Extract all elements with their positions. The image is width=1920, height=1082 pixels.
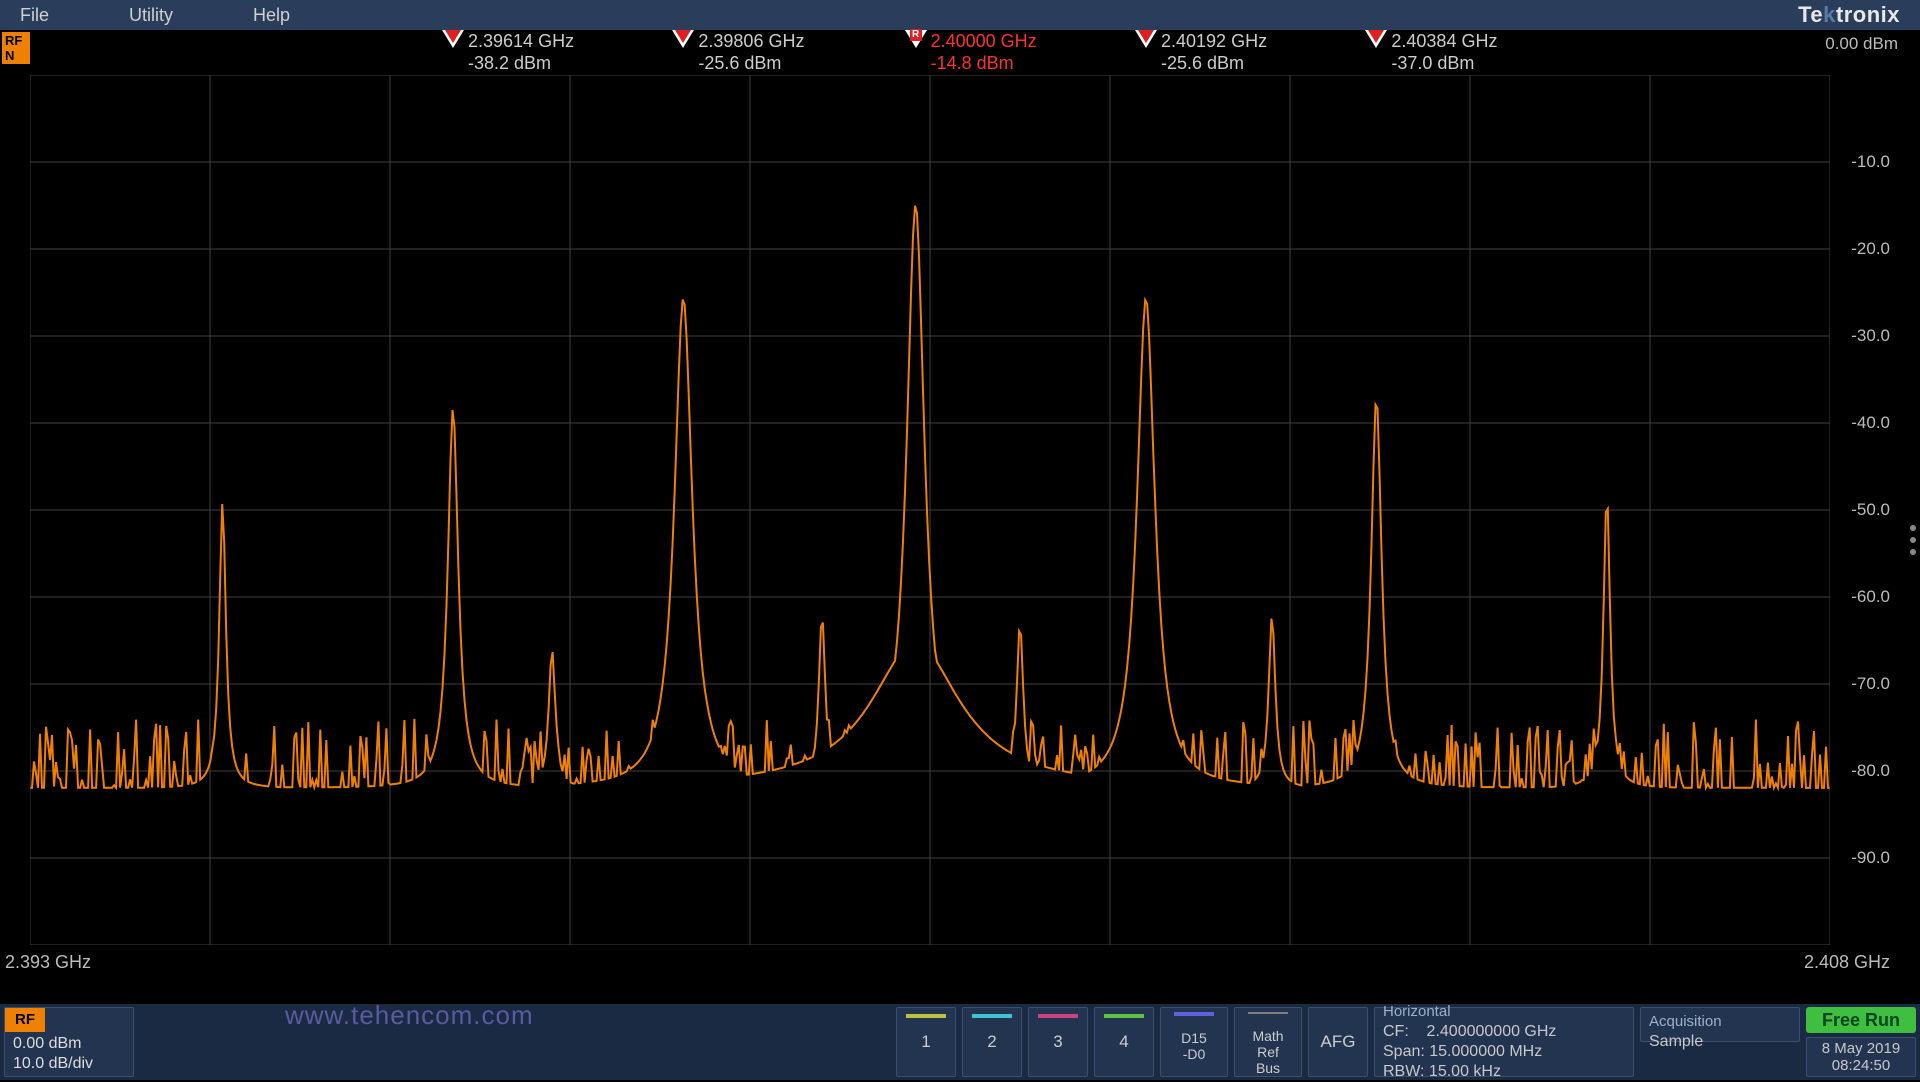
horizontal-span: Span: 15.000000 MHz [1383, 1042, 1625, 1062]
marker-freq: 2.40384 GHz [1391, 30, 1497, 52]
rf-panel[interactable]: RF 0.00 dBm 10.0 dB/div [4, 1007, 134, 1077]
y-tick-label: -50.0 [1851, 500, 1890, 520]
rf-badge-l2: N [5, 48, 27, 63]
spectrum-svg [30, 75, 1830, 945]
y-tick-label: -40.0 [1851, 413, 1890, 433]
channel-buttons: 1234D15-D0MathRefBusAFG [896, 1007, 1368, 1077]
rf-source-badge[interactable]: RF N [2, 32, 30, 64]
menu-file[interactable]: File [20, 5, 49, 26]
acquisition-panel[interactable]: Acquisition Sample [1640, 1007, 1800, 1042]
channel-button-4[interactable]: 4 [1094, 1007, 1154, 1077]
channel-button-7[interactable]: AFG [1308, 1007, 1368, 1077]
horizontal-panel[interactable]: Horizontal CF: 2.400000000 GHz Span: 15.… [1374, 1007, 1634, 1077]
marker-2[interactable]: 2.39806 GHz-25.6 dBm [683, 30, 883, 48]
side-handle-icon[interactable] [1910, 525, 1916, 555]
rf-tab: RF [5, 1008, 45, 1032]
y-tick-label: -10.0 [1851, 152, 1890, 172]
acquisition-title: Acquisition [1649, 1012, 1791, 1032]
channel-button-5[interactable]: D15-D0 [1160, 1007, 1228, 1077]
datetime-panel: 8 May 2019 08:24:50 [1806, 1037, 1916, 1077]
spectrum-plot[interactable]: -10.0-20.0-30.0-40.0-50.0-60.0-70.0-80.0… [30, 75, 1830, 945]
horizontal-rbw: RBW: 15.00 kHz [1383, 1062, 1625, 1082]
menu-utility[interactable]: Utility [129, 5, 173, 26]
menu-help[interactable]: Help [253, 5, 290, 26]
marker-1[interactable]: 2.39614 GHz-38.2 dBm [453, 30, 653, 48]
rf-div: 10.0 dB/div [13, 1054, 125, 1074]
marker-freq: 2.39806 GHz [698, 30, 804, 52]
date-text: 8 May 2019 [1817, 1040, 1905, 1057]
marker-amp: -37.0 dBm [1391, 52, 1497, 74]
channel-button-6[interactable]: MathRefBus [1234, 1007, 1302, 1077]
marker-5[interactable]: 2.40384 GHz-37.0 dBm [1376, 30, 1576, 48]
marker-amp: -25.6 dBm [698, 52, 804, 74]
y-tick-label: -20.0 [1851, 239, 1890, 259]
marker-amp: -14.8 dBm [931, 52, 1037, 74]
horizontal-cf: CF: 2.400000000 GHz [1383, 1022, 1625, 1042]
y-tick-label: -30.0 [1851, 326, 1890, 346]
y-tick-label: -60.0 [1851, 587, 1890, 607]
rf-ref: 0.00 dBm [13, 1034, 125, 1054]
x-axis-end: 2.408 GHz [1804, 952, 1890, 973]
channel-button-3[interactable]: 3 [1028, 1007, 1088, 1077]
marker-freq: 2.40000 GHz [931, 30, 1037, 52]
marker-4[interactable]: 2.40192 GHz-25.6 dBm [1146, 30, 1346, 48]
channel-button-2[interactable]: 2 [962, 1007, 1022, 1077]
time-text: 08:24:50 [1817, 1057, 1905, 1074]
marker-amp: -25.6 dBm [1161, 52, 1267, 74]
marker-amp: -38.2 dBm [468, 52, 574, 74]
ref-level-readout: 0.00 dBm [1825, 34, 1898, 54]
freerun-button[interactable]: Free Run [1806, 1007, 1916, 1033]
y-tick-label: -90.0 [1851, 848, 1890, 868]
marker-freq: 2.40192 GHz [1161, 30, 1267, 52]
rf-badge-l1: RF [5, 33, 27, 48]
x-axis-start: 2.393 GHz [5, 952, 91, 973]
marker-3[interactable]: R2.40000 GHz-14.8 dBm [916, 30, 1116, 48]
channel-button-1[interactable]: 1 [896, 1007, 956, 1077]
brand-logo: Tektronix [1798, 2, 1900, 28]
marker-freq: 2.39614 GHz [468, 30, 574, 52]
y-tick-label: -80.0 [1851, 761, 1890, 781]
menu-bar: File Utility Help Tektronix [0, 0, 1920, 30]
y-tick-label: -70.0 [1851, 674, 1890, 694]
bottom-bar: RF 0.00 dBm 10.0 dB/div www.tehencom.com… [0, 1004, 1920, 1080]
horizontal-title: Horizontal [1383, 1002, 1625, 1022]
watermark-text: www.tehencom.com [285, 1000, 534, 1031]
